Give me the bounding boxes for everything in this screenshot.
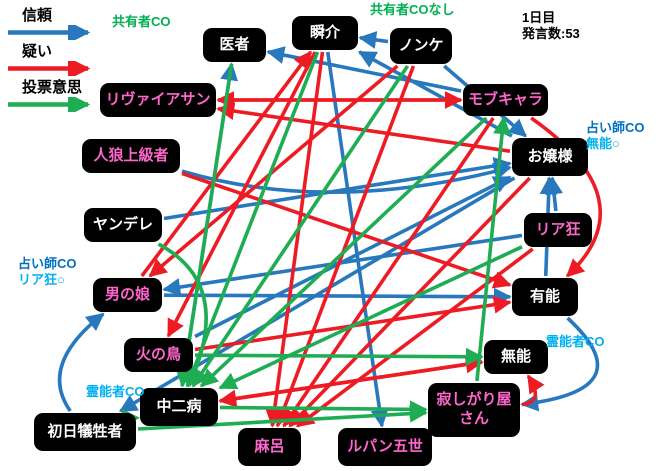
annotation-line: 無能○	[586, 136, 620, 152]
node-leviathan: リヴァイアサン	[100, 83, 216, 117]
node-label: 初日犠牲者	[47, 422, 123, 440]
legend-label-trust: 信頼	[22, 7, 53, 24]
legend-trust-arrow-icon	[8, 25, 91, 40]
annotation-day-info: 1日目 発言数:53	[522, 10, 580, 43]
edge-vote-yandere-to-chuunibyou	[157, 242, 208, 388]
node-label: 無能	[500, 347, 531, 365]
annotation-line: 霊能者CO	[86, 384, 145, 399]
edge-vote-shonichi-to-sabishigari	[137, 404, 428, 431]
node-label: 人狼上級者	[93, 146, 169, 164]
node-sabishigari: 寂しがり屋さん	[428, 383, 520, 437]
node-yandere: ヤンデレ	[84, 208, 162, 242]
node-label: リア狂	[535, 220, 581, 238]
legend-item-trust: 信頼	[6, 4, 116, 40]
annotation-line: 1日目	[522, 10, 556, 25]
node-label: ルパン五世	[347, 437, 423, 455]
legend-label-vote: 投票意思	[22, 79, 83, 96]
annotation-line: リア狂○	[18, 272, 65, 288]
node-isha: 医者	[203, 28, 266, 62]
edge-doubt-shunsuke-to-maro	[265, 51, 325, 428]
edge-vote-shunsuke-to-chuunibyou	[184, 51, 320, 388]
edge-doubt-nonke-to-otokonoko	[148, 64, 399, 278]
node-jinrou: 人狼上級者	[82, 139, 180, 173]
edge-doubt-mobchara-to-maro	[282, 116, 495, 428]
legend-item-doubt: 疑い	[6, 40, 116, 76]
node-label: 寂しがり屋さん	[436, 391, 512, 427]
edge-trust-yuunou-to-sabishigari	[520, 316, 600, 412]
edge-doubt-jinrou-to-yuunou	[181, 171, 512, 289]
node-label: 中二病	[156, 397, 202, 415]
annotation-uranaishi-co-left: 占い師CO リア狂○	[18, 256, 77, 289]
node-label: 医者	[219, 35, 250, 53]
node-label: 瞬介	[309, 23, 340, 41]
annotation-line: 共有者CO	[112, 14, 171, 29]
edge-trust-yandere-to-ojousama	[163, 157, 512, 221]
annotation-line: 霊能者CO	[546, 334, 605, 349]
node-nonke: ノンケ	[390, 28, 452, 64]
edge-trust-ojousama-to-shunsuke	[357, 50, 513, 138]
edge-trust-shunsuke-to-lupin	[325, 51, 389, 428]
annotation-kyouyuusha-co: 共有者CO	[112, 14, 171, 30]
node-hinotori: 火の鳥	[124, 338, 193, 372]
edge-doubt-sabishigari-to-munou	[521, 374, 545, 407]
annotation-line: 発言数:53	[522, 26, 580, 42]
node-label: ヤンデレ	[92, 215, 153, 233]
node-shonichi: 初日犠牲者	[34, 413, 136, 451]
node-label: ノンケ	[398, 36, 444, 54]
edge-doubt-mobchara-to-yuunou	[530, 116, 603, 278]
edge-vote-hinotori-to-munou	[194, 347, 484, 366]
edge-trust-hinotori-to-ojousama	[194, 175, 512, 339]
edge-doubt-nonke-to-maro	[274, 65, 416, 428]
node-label: リヴァイアサン	[105, 90, 211, 108]
node-label: 男の娘	[104, 285, 150, 303]
node-otokonoko: 男の娘	[93, 278, 162, 312]
node-yuunou: 有能	[512, 278, 578, 316]
annotation-uranaishi-co-right: 占い師CO 無能○	[586, 120, 645, 153]
node-munou: 無能	[484, 340, 548, 374]
edge-trust-riakyou-to-otokonoko	[162, 233, 523, 296]
annotation-line: 占い師CO	[586, 120, 645, 135]
edge-doubt-otokonoko-to-shunsuke	[140, 50, 313, 278]
node-chuunibyou: 中二病	[140, 388, 218, 426]
edge-vote-riakyou-to-chuunibyou	[218, 245, 523, 390]
edge-trust-nonke-to-shunsuke	[358, 30, 389, 49]
edge-vote-chuunibyou-to-sabishigari	[219, 400, 428, 419]
node-ojousama: お嬢様	[512, 138, 588, 176]
node-lupin: ルパン五世	[338, 428, 432, 466]
legend-label-doubt: 疑い	[22, 43, 53, 60]
legend-doubt-arrow-icon	[8, 61, 91, 76]
edge-vote-sabishigari-to-mobchara	[475, 116, 511, 382]
node-label: 有能	[529, 287, 560, 305]
node-riakyou: リア狂	[524, 213, 592, 247]
annotation-reinousha-co-right: 霊能者CO	[546, 334, 605, 350]
node-label: 火の鳥	[135, 345, 181, 363]
legend: 信頼 疑い 投票意思	[6, 4, 116, 112]
legend-item-vote: 投票意思	[6, 76, 116, 112]
node-label: お嬢様	[527, 147, 573, 165]
node-label: モブキャラ	[467, 90, 543, 108]
node-label: 麻呂	[254, 437, 285, 455]
edge-vote-isha-to-chuunibyou	[175, 63, 234, 388]
node-shunsuke: 瞬介	[292, 16, 358, 50]
annotation-line: 占い師CO	[18, 256, 77, 271]
annotation-line: 共有者COなし	[370, 2, 455, 17]
legend-vote-arrow-icon	[8, 97, 91, 112]
edge-trust-otokonoko-to-yuunou	[163, 287, 512, 306]
edge-trust-riakyou-to-ojousama	[545, 176, 564, 212]
node-maro: 麻呂	[238, 428, 301, 466]
edge-doubt-chuunibyou-to-munou	[219, 355, 484, 403]
edge-trust-shonichi-to-otokonoko	[57, 312, 105, 413]
edge-vote-mobchara-to-chuunibyou	[200, 116, 488, 388]
annotation-reinousha-co-left: 霊能者CO	[86, 384, 145, 400]
annotation-kyouyuusha-co-nashi: 共有者COなし	[370, 2, 455, 18]
edge-vote-nonke-to-chuunibyou	[191, 64, 410, 388]
node-mobchara: モブキャラ	[463, 84, 548, 116]
